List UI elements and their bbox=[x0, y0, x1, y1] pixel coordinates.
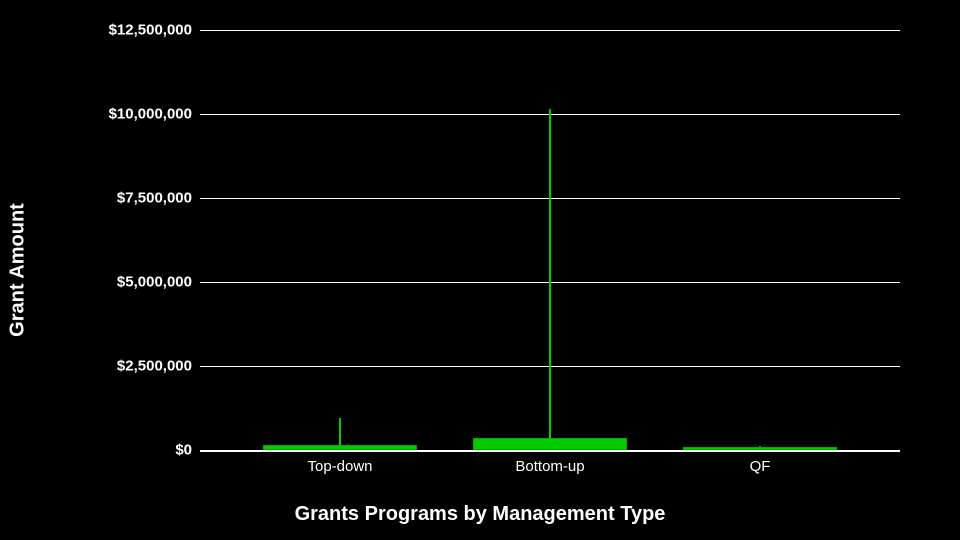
gridline bbox=[200, 30, 900, 31]
y-tick-label: $12,500,000 bbox=[109, 22, 192, 39]
y-axis-title: Grant Amount bbox=[7, 203, 30, 337]
plot-area: Top-downBottom-upQF bbox=[200, 30, 900, 450]
y-tick-label: $7,500,000 bbox=[117, 190, 192, 207]
y-tick-label: $0 bbox=[175, 442, 192, 459]
whisker bbox=[549, 109, 551, 450]
gridline bbox=[200, 450, 900, 452]
box bbox=[263, 445, 417, 450]
box bbox=[473, 438, 627, 450]
box bbox=[683, 447, 837, 450]
x-tick-label: Bottom-up bbox=[515, 458, 584, 475]
chart-container: Grant Amount Grants Programs by Manageme… bbox=[0, 0, 960, 540]
x-tick-label: QF bbox=[750, 458, 771, 475]
x-axis-title: Grants Programs by Management Type bbox=[295, 503, 666, 526]
y-tick-label: $2,500,000 bbox=[117, 358, 192, 375]
y-tick-label: $10,000,000 bbox=[109, 106, 192, 123]
y-tick-label: $5,000,000 bbox=[117, 274, 192, 291]
x-tick-label: Top-down bbox=[307, 458, 372, 475]
